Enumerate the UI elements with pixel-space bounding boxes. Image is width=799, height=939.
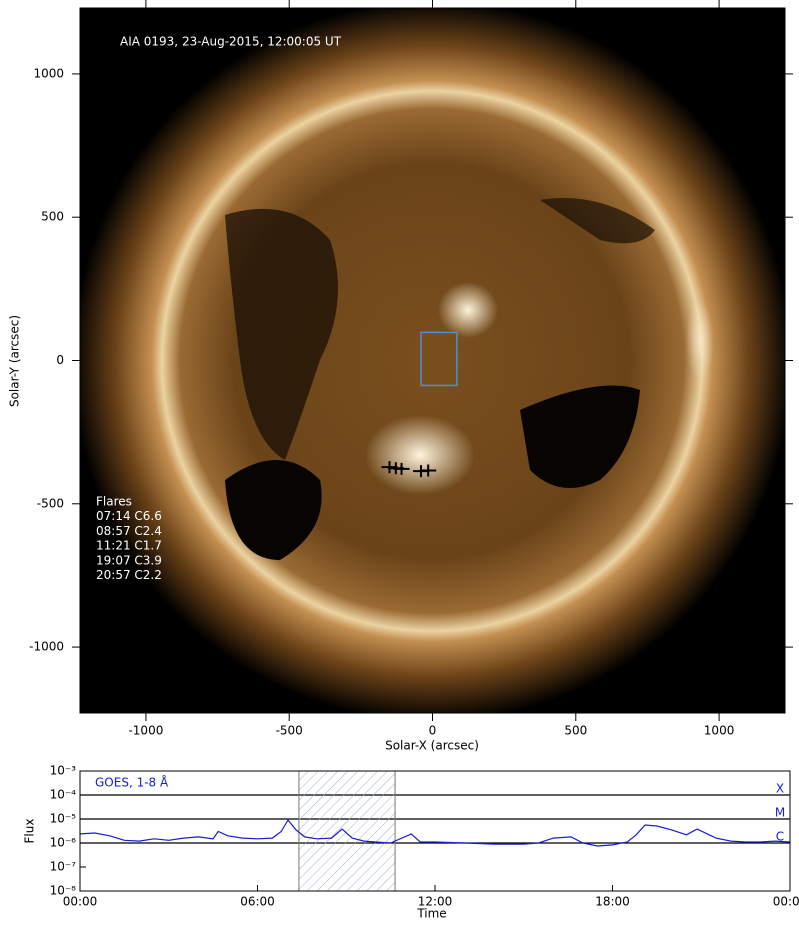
- x-tick-label: 0: [429, 724, 437, 738]
- active-region: [686, 300, 714, 380]
- y-tick-label: -500: [37, 496, 64, 510]
- coronal-hole: [540, 198, 655, 244]
- flare-marker: [420, 464, 437, 477]
- sun: [80, 8, 785, 713]
- flare-annotation: 19:07 C3.9: [96, 553, 162, 567]
- flare-class-label: X: [776, 782, 784, 796]
- x-tick-label: -500: [276, 724, 303, 738]
- solar-image: [80, 8, 785, 713]
- y-tick-label: -1000: [29, 640, 64, 654]
- region-box: [420, 331, 458, 387]
- coronal-hole: [225, 460, 322, 560]
- x-tick-label: -1000: [128, 724, 163, 738]
- x-axis-label: Solar-X (arcsec): [385, 739, 479, 753]
- flare-annotation: 07:14 C6.6: [96, 509, 162, 523]
- y-tick-label: 10⁻⁶: [50, 836, 77, 850]
- flare-annotation: Flares: [96, 495, 132, 509]
- y-axis-label: Solar-Y (arcsec): [8, 315, 22, 407]
- goes-flux-line: [79, 818, 791, 847]
- x-tick-label: 00:00: [63, 895, 98, 909]
- coronal-hole: [520, 385, 640, 488]
- x-tick-label: 12:00: [418, 895, 453, 909]
- active-region: [365, 415, 475, 495]
- active-region: [438, 282, 498, 338]
- y-axis-label: Flux: [23, 819, 37, 844]
- y-tick-label: 500: [41, 210, 64, 224]
- x-tick-label: 500: [564, 724, 587, 738]
- coronal-hole: [225, 208, 338, 460]
- x-axis-label: Time: [416, 907, 446, 921]
- y-tick-label: 10⁻³: [50, 764, 77, 778]
- x-tick-label: 06:00: [240, 895, 275, 909]
- image-title: AIA 0193, 23-Aug-2015, 12:00:05 UT: [120, 35, 342, 49]
- y-tick-label: 10⁻⁸: [50, 884, 77, 898]
- x-tick-label: 00:00: [773, 895, 799, 909]
- y-tick-label: 10⁻⁴: [50, 788, 77, 802]
- flare-annotation: 08:57 C2.4: [96, 524, 162, 538]
- flare-class-label: M: [775, 806, 785, 820]
- flare-marker: [393, 462, 410, 475]
- y-tick-label: 10⁻⁷: [50, 860, 77, 874]
- flare-annotation: 20:57 C2.2: [96, 568, 162, 582]
- goes-title: GOES, 1-8 Å: [95, 775, 169, 790]
- x-tick-label: 1000: [704, 724, 735, 738]
- y-tick-label: 10⁻⁵: [50, 812, 77, 826]
- goes-plot-area: [80, 771, 790, 891]
- time-window: [298, 770, 396, 892]
- x-tick-label: 18:00: [595, 895, 630, 909]
- y-tick-label: 0: [56, 353, 64, 367]
- flare-class-label: C: [776, 830, 784, 844]
- flare-annotation: 11:21 C1.7: [96, 539, 162, 553]
- y-tick-label: 1000: [33, 66, 64, 80]
